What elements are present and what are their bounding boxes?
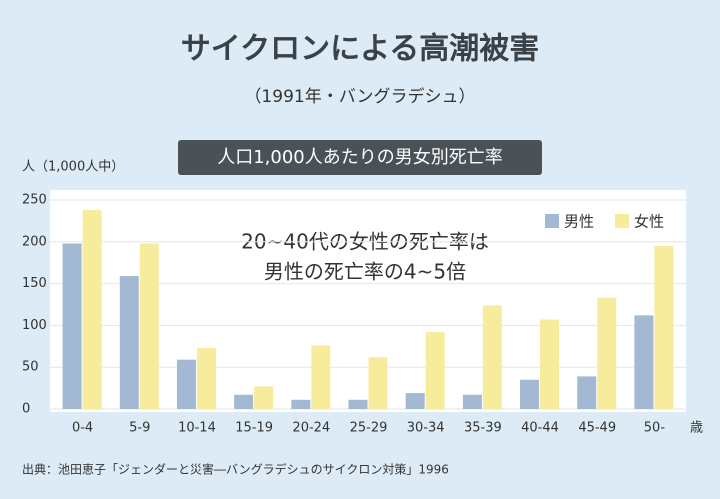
bar xyxy=(462,394,482,409)
bar xyxy=(634,315,654,409)
x-tick-label: 35-39 xyxy=(464,421,502,436)
y-tick-label: 100 xyxy=(22,318,47,333)
x-tick-label: 10-14 xyxy=(178,421,216,436)
bar xyxy=(368,357,388,409)
x-tick-label: 25-29 xyxy=(350,421,388,436)
y-tick-label: 200 xyxy=(22,234,47,249)
x-tick-label: 45-49 xyxy=(578,421,616,436)
y-tick-label: 250 xyxy=(22,193,47,208)
chart-subtitle: （1991年・バングラデシュ） xyxy=(244,86,475,107)
legend-label: 女性 xyxy=(634,213,664,231)
y-tick-label: 50 xyxy=(22,360,39,375)
bar xyxy=(254,386,274,409)
x-tick-label: 15-19 xyxy=(235,421,273,436)
chart-title: サイクロンによる高潮被害 xyxy=(181,32,540,67)
bar xyxy=(119,276,139,409)
bar xyxy=(62,243,82,409)
bar xyxy=(82,210,102,409)
legend-swatch xyxy=(545,214,559,228)
bar xyxy=(234,394,254,409)
banner-box xyxy=(178,140,542,175)
x-tick-label: 20-24 xyxy=(292,421,330,436)
annotation: 男性の死亡率の4~5倍 xyxy=(264,260,466,284)
legend-label: 男性 xyxy=(564,213,594,231)
bar xyxy=(196,347,216,409)
source: 出典：池田恵子「ジェンダーと災害―バングラデシュのサイクロン対策」1996 xyxy=(22,462,449,477)
x-tick-label: 50- xyxy=(644,421,666,436)
bar xyxy=(577,376,597,409)
bar xyxy=(311,345,331,409)
y-tick-label: 0 xyxy=(22,402,30,417)
bar xyxy=(482,305,502,409)
x-tick-label: 5-9 xyxy=(129,421,150,436)
bar xyxy=(520,379,540,409)
bar xyxy=(139,243,159,409)
bar xyxy=(348,399,368,409)
banner-text: 人口1,000人あたりの男女別死亡率 xyxy=(217,147,503,168)
bar xyxy=(540,319,560,409)
x-tick-label: 0-4 xyxy=(72,421,93,436)
bar xyxy=(291,399,311,409)
bar xyxy=(176,359,196,409)
bar xyxy=(405,393,425,409)
bar xyxy=(654,245,674,409)
x-tick-label: 40-44 xyxy=(521,421,559,436)
bar xyxy=(597,297,617,409)
x-axis-unit: 歳 xyxy=(690,421,703,436)
y-tick-label: 150 xyxy=(22,276,47,291)
legend-swatch xyxy=(615,214,629,228)
x-tick-label: 30-34 xyxy=(407,421,445,436)
bar xyxy=(425,332,445,409)
y-axis-label: 人（1,000人中） xyxy=(22,160,124,175)
